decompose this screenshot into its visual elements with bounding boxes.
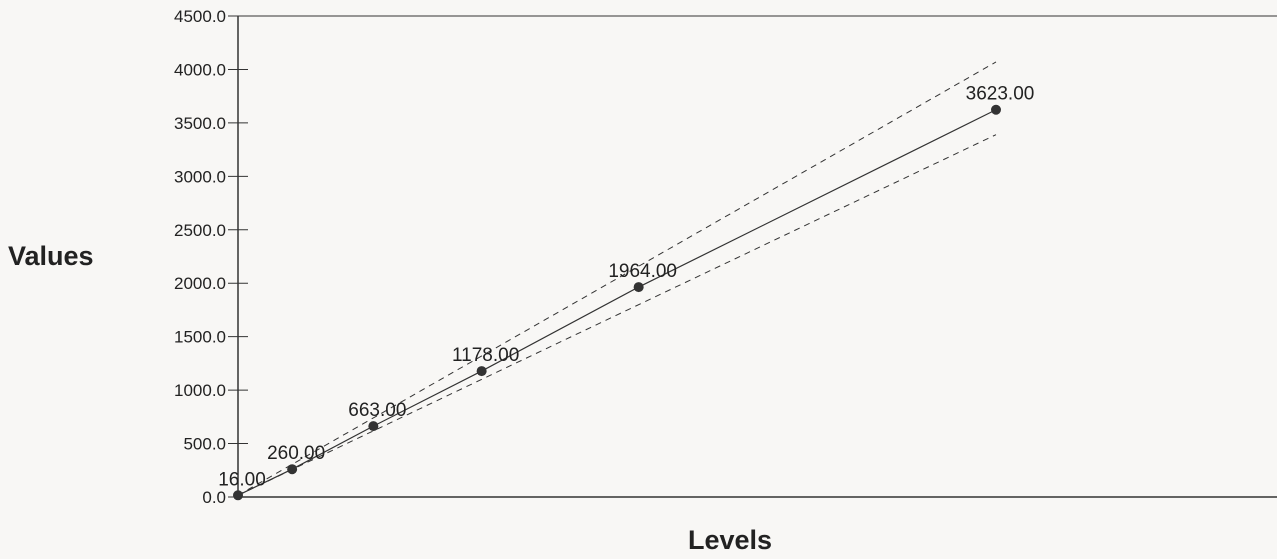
y-axis-title: Values — [8, 241, 94, 271]
upper-bound-line — [237, 61, 997, 496]
data-label: 3623.00 — [966, 84, 1035, 105]
data-label: 1178.00 — [452, 345, 519, 366]
y-tick-label: 3000.0 — [174, 167, 226, 186]
data-label: 16.00 — [218, 469, 266, 490]
data-point — [633, 282, 644, 293]
lower-bound-line — [237, 134, 997, 496]
y-tick-label: 3500.0 — [174, 114, 226, 133]
y-tick-label: 0.0 — [202, 488, 226, 507]
data-point — [991, 104, 1001, 115]
y-tick-label: 4500.0 — [174, 7, 226, 26]
x-axis-title: Levels — [688, 525, 773, 555]
y-tick-label: 1500.0 — [174, 328, 226, 347]
data-point — [233, 490, 243, 501]
data-point — [368, 421, 379, 432]
data-label: 663.00 — [348, 400, 406, 421]
y-tick-label: 2500.0 — [174, 221, 226, 240]
y-tick-label: 2000.0 — [174, 274, 226, 293]
data-point — [287, 464, 298, 475]
y-tick-label: 500.0 — [183, 435, 226, 454]
data-point — [476, 366, 487, 377]
series-line — [237, 109, 997, 496]
data-label: 260.00 — [267, 443, 325, 464]
y-tick-label: 1000.0 — [174, 381, 226, 400]
y-tick-label: 4000.0 — [174, 60, 226, 79]
data-label: 1964.00 — [608, 261, 677, 282]
